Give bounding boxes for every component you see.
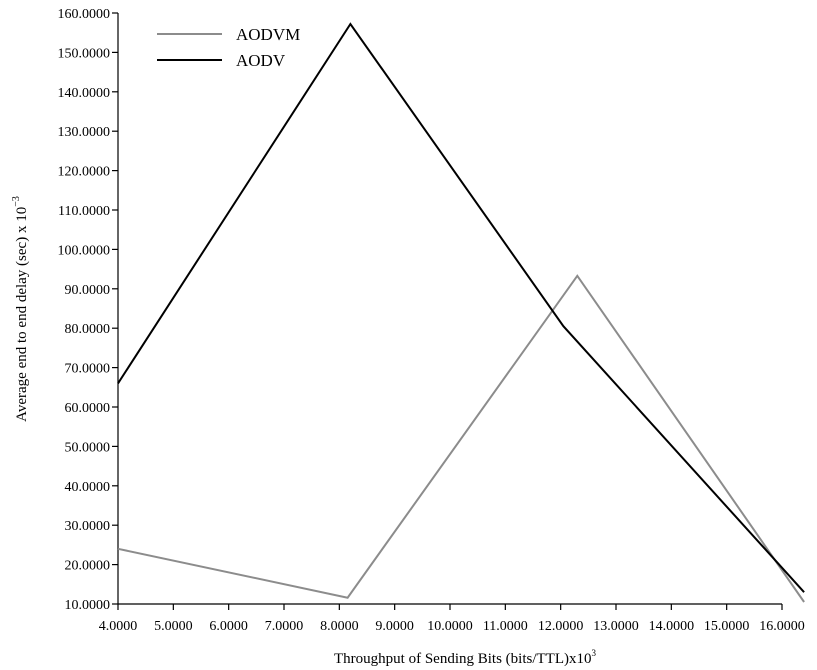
x-tick-label: 4.0000 xyxy=(99,619,138,634)
x-axis-title: Throughput of Sending Bits (bits/TTL)x10… xyxy=(334,648,596,667)
axes xyxy=(117,13,782,605)
x-axis-title-superscript: 3 xyxy=(591,648,596,658)
y-axis-title-superscript: −3 xyxy=(11,196,22,207)
x-tick-label: 9.0000 xyxy=(375,619,414,634)
y-tick-label: 70.0000 xyxy=(65,362,111,377)
y-tick-label: 150.0000 xyxy=(58,46,111,61)
y-tick-label: 140.0000 xyxy=(58,86,111,101)
y-tick-label: 80.0000 xyxy=(65,322,111,337)
legend-label-aodvm: AODVM xyxy=(236,25,300,44)
series-line-aodv xyxy=(117,22,805,593)
x-tick-label: 10.0000 xyxy=(427,619,473,634)
y-tick-label: 120.0000 xyxy=(58,165,111,180)
series-layer xyxy=(117,22,805,603)
y-tick-label: 40.0000 xyxy=(65,480,111,495)
y-axis-title: Average end to end delay (sec) x 10−3 xyxy=(11,196,30,422)
y-tick-label: 30.0000 xyxy=(65,519,111,534)
x-axis-title-text: Throughput of Sending Bits (bits/TTL)x10 xyxy=(334,651,591,667)
y-tick-label: 130.0000 xyxy=(58,125,111,140)
x-tick-label: 15.0000 xyxy=(704,619,750,634)
y-tick-label: 20.0000 xyxy=(65,559,111,574)
legend: AODVM AODV xyxy=(157,25,300,70)
x-tick-label: 16.0000 xyxy=(759,619,805,634)
y-axis-ticks: 10.0000 20.0000 30.0000 40.0000 50.0000 60.00… xyxy=(58,7,118,613)
x-tick-label: 7.0000 xyxy=(265,619,304,634)
x-tick-label: 11.0000 xyxy=(483,619,528,634)
x-tick-label: 14.0000 xyxy=(649,619,695,634)
y-tick-label: 100.0000 xyxy=(58,243,111,258)
x-tick-label: 13.0000 xyxy=(593,619,639,634)
series-line-aodvm xyxy=(117,274,805,603)
x-tick-label: 12.0000 xyxy=(538,619,584,634)
x-tick-label: 5.0000 xyxy=(154,619,193,634)
y-tick-label: 10.0000 xyxy=(65,598,111,613)
y-tick-label: 60.0000 xyxy=(65,401,111,416)
y-tick-label: 160.0000 xyxy=(58,7,111,22)
y-tick-label: 90.0000 xyxy=(65,283,111,298)
y-tick-label: 50.0000 xyxy=(65,440,111,455)
y-tick-label: 110.0000 xyxy=(58,204,110,219)
x-tick-label: 6.0000 xyxy=(209,619,248,634)
y-axis-title-text: Average end to end delay (sec) x 10 xyxy=(14,207,30,422)
x-tick-label: 8.0000 xyxy=(320,619,359,634)
legend-label-aodv: AODV xyxy=(236,51,286,70)
x-axis-ticks: 4.0000 5.0000 6.0000 7.0000 8.0000 9.0000 10.0… xyxy=(99,604,805,634)
